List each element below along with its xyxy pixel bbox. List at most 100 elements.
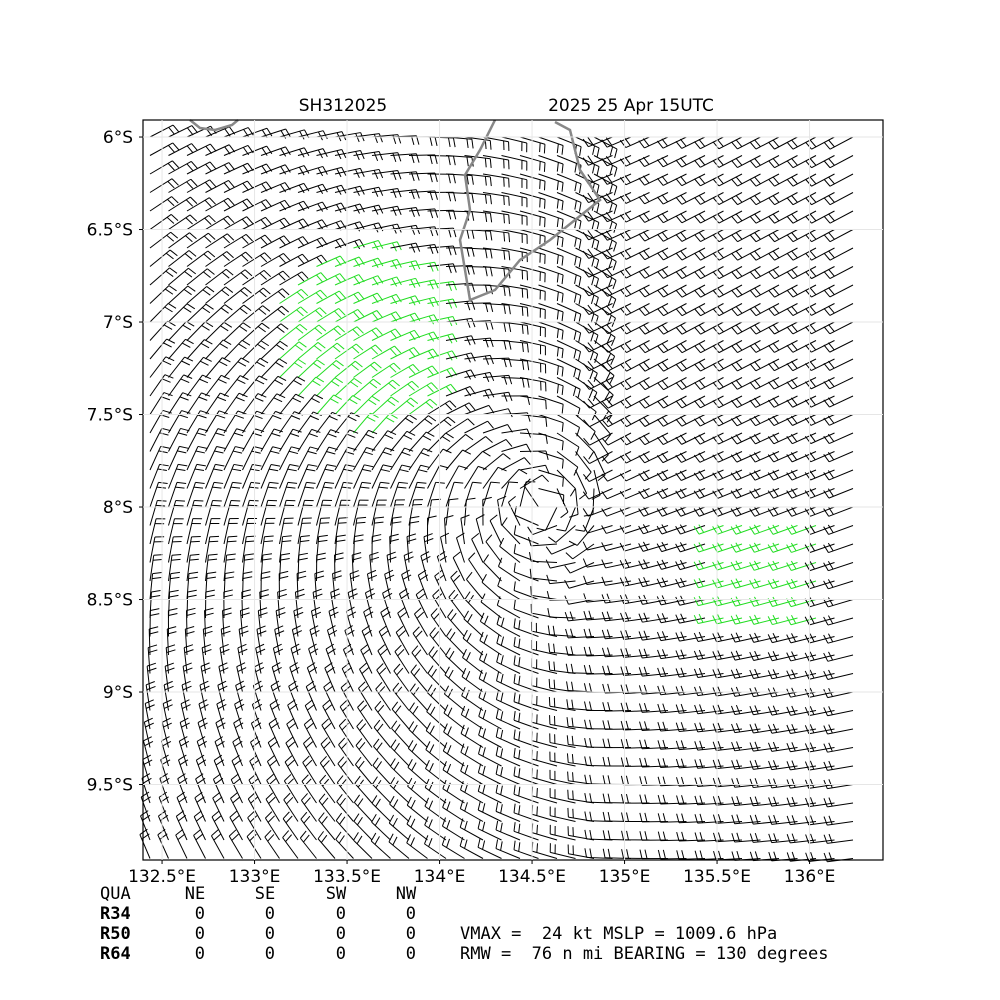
barb-flag xyxy=(513,581,516,591)
barb-flag xyxy=(536,806,538,816)
barb-flag xyxy=(638,631,643,641)
barb-flag xyxy=(823,399,830,408)
wind-barb xyxy=(771,728,798,734)
barb-flag xyxy=(620,720,625,731)
barb-flag xyxy=(712,705,717,715)
barb-flag xyxy=(767,562,774,571)
barb-flag xyxy=(508,481,519,484)
barb-flag xyxy=(601,382,609,390)
barb-flag xyxy=(415,242,421,252)
barb-flag xyxy=(341,167,347,176)
wind-barb xyxy=(452,557,465,582)
wind-barb xyxy=(792,136,817,150)
barb-flag xyxy=(513,822,516,832)
barb-flag xyxy=(828,633,834,643)
barb-flag xyxy=(601,594,606,604)
barb-flag xyxy=(791,796,796,806)
barb-flag xyxy=(448,155,451,166)
barb-flag xyxy=(429,280,434,290)
radius-value: 0 xyxy=(195,904,205,924)
barb-flag xyxy=(657,308,664,316)
wind-barb xyxy=(447,616,465,637)
wind-barb xyxy=(737,321,761,335)
wind-barb xyxy=(363,611,373,637)
barb-flag xyxy=(420,551,430,557)
barb-flag xyxy=(624,576,630,586)
wind-barb xyxy=(586,654,613,657)
barb-flag xyxy=(319,289,328,298)
wind-barb xyxy=(223,375,241,397)
barb-flag xyxy=(804,652,810,662)
barb-flag xyxy=(201,644,211,649)
wind-barb xyxy=(303,743,317,767)
barb-flag xyxy=(352,557,362,561)
barb-flag xyxy=(374,836,380,845)
barb-flag xyxy=(410,799,416,809)
barb-flag xyxy=(624,193,631,202)
barb-flag xyxy=(827,615,834,624)
barb-flag xyxy=(380,481,390,484)
barb-flag xyxy=(754,832,759,843)
wind-barb xyxy=(223,339,243,360)
barb-flag xyxy=(164,288,174,295)
barb-flag xyxy=(604,434,612,443)
wind-barb xyxy=(607,340,632,353)
wind-barb xyxy=(626,414,650,428)
barb-flag xyxy=(809,342,817,351)
barb-flag xyxy=(251,759,260,766)
wind-barb xyxy=(771,765,798,771)
wind-barb xyxy=(496,680,521,693)
wind-barb xyxy=(448,596,465,619)
barb-flag xyxy=(582,269,590,278)
wind-barb xyxy=(176,797,188,822)
barb-flag xyxy=(694,382,701,390)
barb-flag xyxy=(624,268,632,277)
wind-barb xyxy=(285,742,299,767)
wind-barb xyxy=(140,815,151,841)
barb-flag xyxy=(601,629,606,639)
barb-flag xyxy=(314,327,323,335)
barb-flag xyxy=(181,410,191,414)
wind-barb xyxy=(242,269,265,286)
wind-barb xyxy=(753,747,780,752)
wind-barb xyxy=(662,488,687,499)
barb-flag xyxy=(584,756,587,766)
barb-flag xyxy=(364,464,374,468)
barb-flag xyxy=(240,290,248,297)
barb-flag xyxy=(768,815,773,825)
barb-flag xyxy=(567,771,569,781)
barb-flag xyxy=(561,459,564,469)
barb-flag xyxy=(698,231,706,240)
barb-flag xyxy=(514,505,517,516)
barb-flag xyxy=(602,775,606,785)
wind-barb xyxy=(827,654,854,662)
wind-barb xyxy=(644,247,669,261)
wind-barb xyxy=(575,469,588,494)
barb-flag xyxy=(698,269,706,277)
barb-flag xyxy=(326,464,337,467)
wind-barb xyxy=(513,830,539,841)
barb-flag xyxy=(255,643,265,649)
barb-flag xyxy=(412,626,420,634)
wind-barb xyxy=(545,506,558,531)
wind-barb xyxy=(373,746,391,767)
barb-flag xyxy=(195,450,205,454)
barb-flag xyxy=(749,308,757,316)
barb-flag xyxy=(661,324,669,333)
wind-barb xyxy=(643,525,669,535)
wind-barb xyxy=(316,184,342,193)
wind-barb xyxy=(679,802,706,805)
barb-flag xyxy=(276,612,286,617)
wind-barb xyxy=(513,756,539,767)
wind-barb xyxy=(644,155,669,168)
barb-flag xyxy=(601,647,606,657)
wind-barb xyxy=(501,443,527,452)
wind-barb xyxy=(607,210,632,223)
barb-flag xyxy=(329,611,339,617)
barb-flag xyxy=(390,396,400,403)
wind-barb xyxy=(390,380,413,397)
barb-flag xyxy=(823,743,828,753)
barb-flag xyxy=(176,468,186,471)
wind-barb xyxy=(700,321,724,335)
wind-barb xyxy=(736,395,761,408)
